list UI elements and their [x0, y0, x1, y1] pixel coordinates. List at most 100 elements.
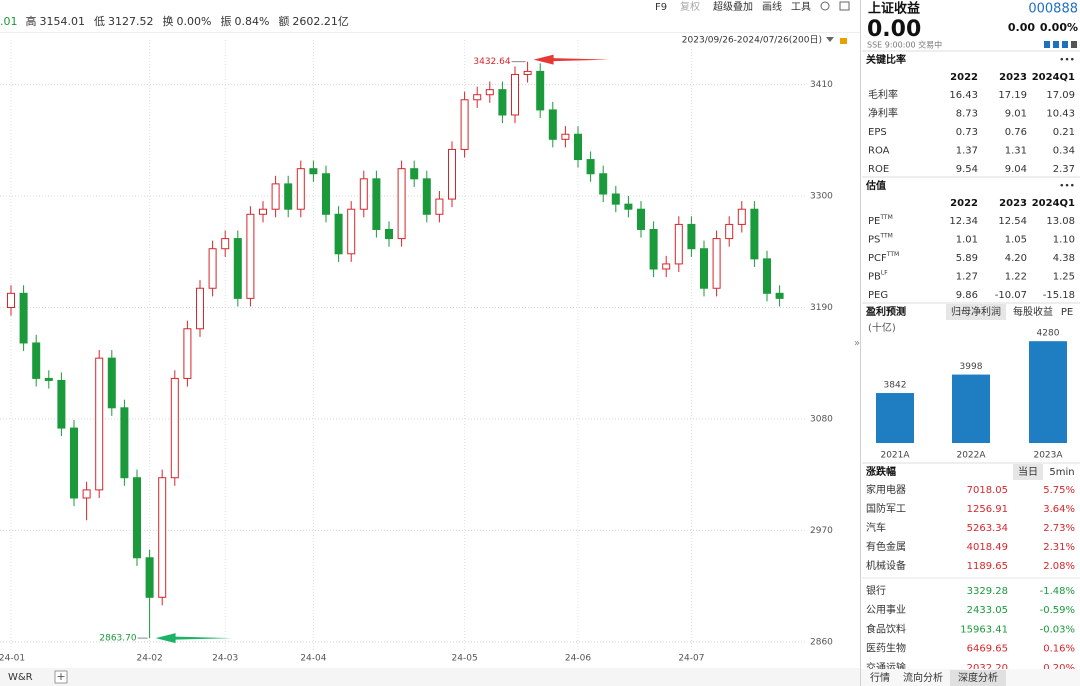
row-label: EPS	[868, 127, 887, 138]
add-button[interactable]	[54, 670, 68, 684]
row-label: ROA	[868, 146, 890, 157]
row-label: PSTTM	[868, 232, 893, 246]
row-label: 净利率	[868, 107, 898, 120]
tab[interactable]: 每股收益	[1013, 305, 1053, 318]
sector-index: 15963.41	[960, 624, 1008, 635]
row-value: 1.25	[1053, 272, 1075, 283]
add-icon[interactable]: +	[56, 670, 65, 683]
quote-label: 低	[94, 15, 105, 28]
collapse[interactable]: »	[854, 338, 860, 349]
tab[interactable]: 归母净利润	[951, 305, 1001, 318]
sector-name: 有色金属	[866, 540, 906, 553]
candle-body	[284, 183, 293, 210]
candle-body	[385, 228, 393, 240]
bar-value: 3998	[960, 362, 983, 372]
tab[interactable]: 当日	[1018, 465, 1038, 478]
more-button[interactable]: •••	[1059, 56, 1075, 66]
menu-item[interactable]: 复权	[680, 0, 700, 13]
sector-name: 医药生物	[866, 642, 906, 655]
candle-body	[485, 89, 494, 96]
row-value: 9.04	[1005, 164, 1027, 175]
x-tick-label: 24-06	[565, 654, 591, 664]
quote-label: 高	[26, 14, 37, 28]
column-header: 2024Q1	[1032, 72, 1075, 83]
lock-icon[interactable]	[840, 38, 847, 44]
candle-body	[70, 427, 78, 499]
range-dropdown[interactable]	[826, 37, 834, 42]
column-header: 2023	[999, 72, 1027, 83]
row-value: 17.19	[998, 90, 1027, 101]
row-label-sup: LF	[881, 269, 888, 276]
header-icon[interactable]	[1071, 41, 1077, 48]
sector-name: 机械设备	[866, 559, 906, 572]
row-value: 10.43	[1046, 109, 1075, 120]
row-label: PEG	[868, 290, 888, 301]
sector-index: 1189.65	[967, 561, 1008, 572]
more-button[interactable]: •••	[1059, 182, 1075, 192]
row-value: 9.54	[956, 164, 978, 175]
candle-body	[624, 203, 633, 210]
bar-category: 2023A	[1033, 451, 1063, 461]
candle-body	[750, 208, 759, 260]
tab-selected	[1013, 464, 1043, 480]
y-tick-label: 2970	[810, 526, 833, 536]
bottom-tab[interactable]: 行情	[870, 671, 890, 684]
menu-item[interactable]: 画线	[762, 0, 782, 13]
candle-body	[410, 168, 419, 180]
candle-body	[649, 228, 658, 270]
bottom-tab[interactable]: 流向分析	[903, 671, 943, 684]
menu-item[interactable]: F9	[655, 2, 667, 13]
candle-body	[574, 133, 582, 161]
row-value: 1.05	[1005, 235, 1027, 246]
section-title: 盈利预测	[865, 305, 906, 318]
menu-item[interactable]: 工具	[791, 1, 811, 13]
menu-item[interactable]: 超级叠加	[713, 0, 753, 13]
candle-body	[662, 263, 671, 270]
section-title: 涨跌幅	[866, 465, 896, 478]
row-value: 1.22	[1005, 272, 1027, 283]
sector-change: -0.03%	[1040, 624, 1075, 635]
row-value: 13.08	[1046, 216, 1075, 227]
candle-body	[637, 208, 645, 230]
candle-body	[397, 168, 406, 240]
tab[interactable]: PE	[1061, 307, 1073, 318]
quote-value: 3127.52	[108, 15, 154, 28]
candle-body	[359, 178, 368, 210]
header-icon[interactable]	[1044, 41, 1050, 48]
row-label-main: PS	[868, 235, 880, 246]
sector-index: 6469.65	[967, 644, 1008, 655]
row-value: 4.38	[1053, 253, 1075, 264]
candle-body	[259, 208, 267, 215]
bottom-tab[interactable]: 深度分析	[958, 671, 998, 684]
candle-body	[700, 248, 708, 289]
quote-label: 额	[278, 15, 289, 28]
bar	[1029, 341, 1067, 443]
sector-index: 1256.91	[967, 504, 1008, 515]
window-icon[interactable]	[839, 1, 850, 11]
header-icon[interactable]	[1053, 41, 1059, 48]
tab-selected	[946, 304, 1006, 320]
column-header: 2022	[950, 72, 978, 83]
candle-body	[271, 183, 280, 210]
candle-body	[133, 477, 141, 559]
sector-change: 3.64%	[1043, 504, 1075, 515]
quote-value: 2602.21亿	[292, 15, 349, 28]
candle-body	[32, 342, 41, 379]
candle-body	[107, 357, 116, 409]
indicator-tab[interactable]: W&R	[8, 672, 33, 683]
row-value: 2.37	[1053, 164, 1075, 175]
y-tick-label: 3080	[810, 414, 833, 424]
indicator-bar	[0, 668, 860, 686]
tab[interactable]: 5min	[1049, 467, 1074, 478]
sector-index: 2032.20	[967, 663, 1008, 674]
bar-value: 4280	[1037, 329, 1060, 339]
candle-body	[372, 178, 381, 230]
header-icon[interactable]	[1062, 41, 1068, 48]
x-tick-label: 24-05	[452, 654, 478, 664]
quote-value: .01	[0, 15, 18, 28]
sector-change: 0.20%	[1043, 663, 1075, 674]
row-value: 8.73	[956, 109, 978, 120]
settings-icon[interactable]	[820, 1, 830, 11]
sector-name: 食品饮料	[866, 622, 906, 635]
